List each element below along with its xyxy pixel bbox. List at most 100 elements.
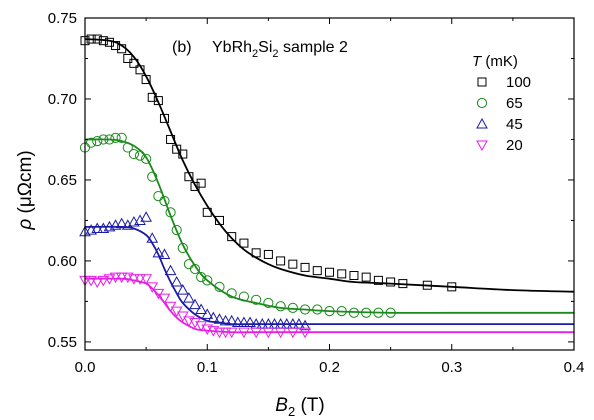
data-point-20mK [158,293,171,305]
data-point-65mK [86,137,97,148]
data-point-45mK [280,318,293,329]
y-tick-label: 0.65 [48,172,77,189]
data-point-100mK [166,134,176,144]
data-point-100mK [129,58,139,68]
data-point-45mK [213,313,226,324]
legend-title-unit: (mK) [481,53,518,70]
x-tick-label: 0.3 [441,359,462,376]
x-axis-subscript: 2 [288,404,295,419]
y-tick-label: 0.75 [48,10,77,27]
data-point-100mK [159,113,169,123]
fit-line-20mK [84,277,574,334]
data-point-100mK [312,266,322,276]
data-point-45mK [256,318,269,329]
data-point-65mK [177,242,188,254]
data-point-45mK [225,314,238,326]
data-point-65mK [189,263,201,275]
data-point-100mK [86,34,96,44]
data-point-45mK [140,211,152,222]
data-point-20mK [128,274,140,285]
data-point-20mK [134,274,146,285]
data-point-20mK [219,327,232,339]
data-point-20mK [109,272,122,284]
data-point-45mK [244,316,256,327]
data-point-100mK [135,65,145,75]
data-point-20mK [213,327,226,339]
data-point-45mK [299,319,311,331]
data-point-100mK [373,275,383,285]
data-point-45mK [219,314,232,326]
data-point-100mK [447,282,457,292]
data-point-65mK [287,302,298,313]
legend-title: T (mK) [472,53,518,70]
x-axis-title: B2 (T) [275,395,324,419]
fit-line-65mK [84,138,574,314]
data-point-45mK [207,311,220,323]
x-tick-label: 0.4 [564,359,585,376]
data-point-20mK [103,274,116,285]
data-point-100mK [251,248,261,258]
data-point-65mK [214,281,225,292]
data-point-45mK [121,219,134,230]
fit-curves [84,38,575,334]
data-point-100mK [172,144,182,154]
x-tick-label: 0.1 [197,359,218,376]
fit-line-100mK [84,38,575,293]
data-point-65mK [171,225,182,236]
data-point-100mK [239,238,249,248]
chart-title-part: sample 2 [279,39,348,56]
data-point-100mK [386,277,396,287]
data-point-45mK [170,275,183,287]
data-point-100mK [349,271,359,281]
data-point-65mK [141,153,152,164]
data-point-65mK [312,304,323,315]
chart-title: YbRh2Si2 sample 2 [212,39,348,60]
data-point-100mK [398,279,408,289]
x-axis-symbol: B [275,395,288,416]
data-point-100mK [117,44,127,54]
data-point-100mK [214,215,224,225]
data-point-100mK [104,37,114,47]
data-point-100mK [153,96,163,106]
data-point-65mK [251,294,262,305]
y-axis-title: ρ (μΩcm) [15,150,36,230]
data-point-45mK [189,298,201,310]
legend-marker-45mK [476,117,488,129]
data-point-100mK [227,232,237,242]
data-point-100mK [123,53,133,63]
data-point-45mK [238,316,250,327]
panel-label: (b) [172,39,192,56]
data-point-65mK [110,132,121,143]
data-point-20mK [146,282,159,293]
data-point-65mK [128,148,139,160]
data-point-100mK [325,267,334,277]
y-tick-label: 0.55 [48,334,77,351]
data-points [79,34,457,339]
data-point-20mK [91,277,104,289]
data-point-20mK [115,272,128,284]
data-point-100mK [202,207,212,217]
data-point-45mK [115,217,128,229]
data-point-20mK [299,327,311,339]
data-point-45mK [231,316,244,327]
data-point-45mK [146,232,159,243]
data-point-20mK [140,274,152,285]
legend-label-45mK: 45 [506,116,523,133]
data-point-65mK [153,191,164,202]
data-point-65mK [238,291,250,302]
data-point-100mK [184,172,194,182]
data-point-65mK [147,171,158,182]
data-point-45mK [293,318,305,329]
data-point-45mK [268,318,281,329]
legend-title-symbol: T [472,53,483,70]
data-point-65mK [196,272,207,283]
data-point-20mK [250,327,262,339]
data-point-65mK [159,195,170,207]
data-point-65mK [165,207,176,218]
data-point-65mK [202,275,213,286]
data-point-65mK [361,307,372,318]
x-axis-unit: (T) [295,395,325,416]
data-point-100mK [361,272,371,282]
data-point-20mK [262,327,275,339]
